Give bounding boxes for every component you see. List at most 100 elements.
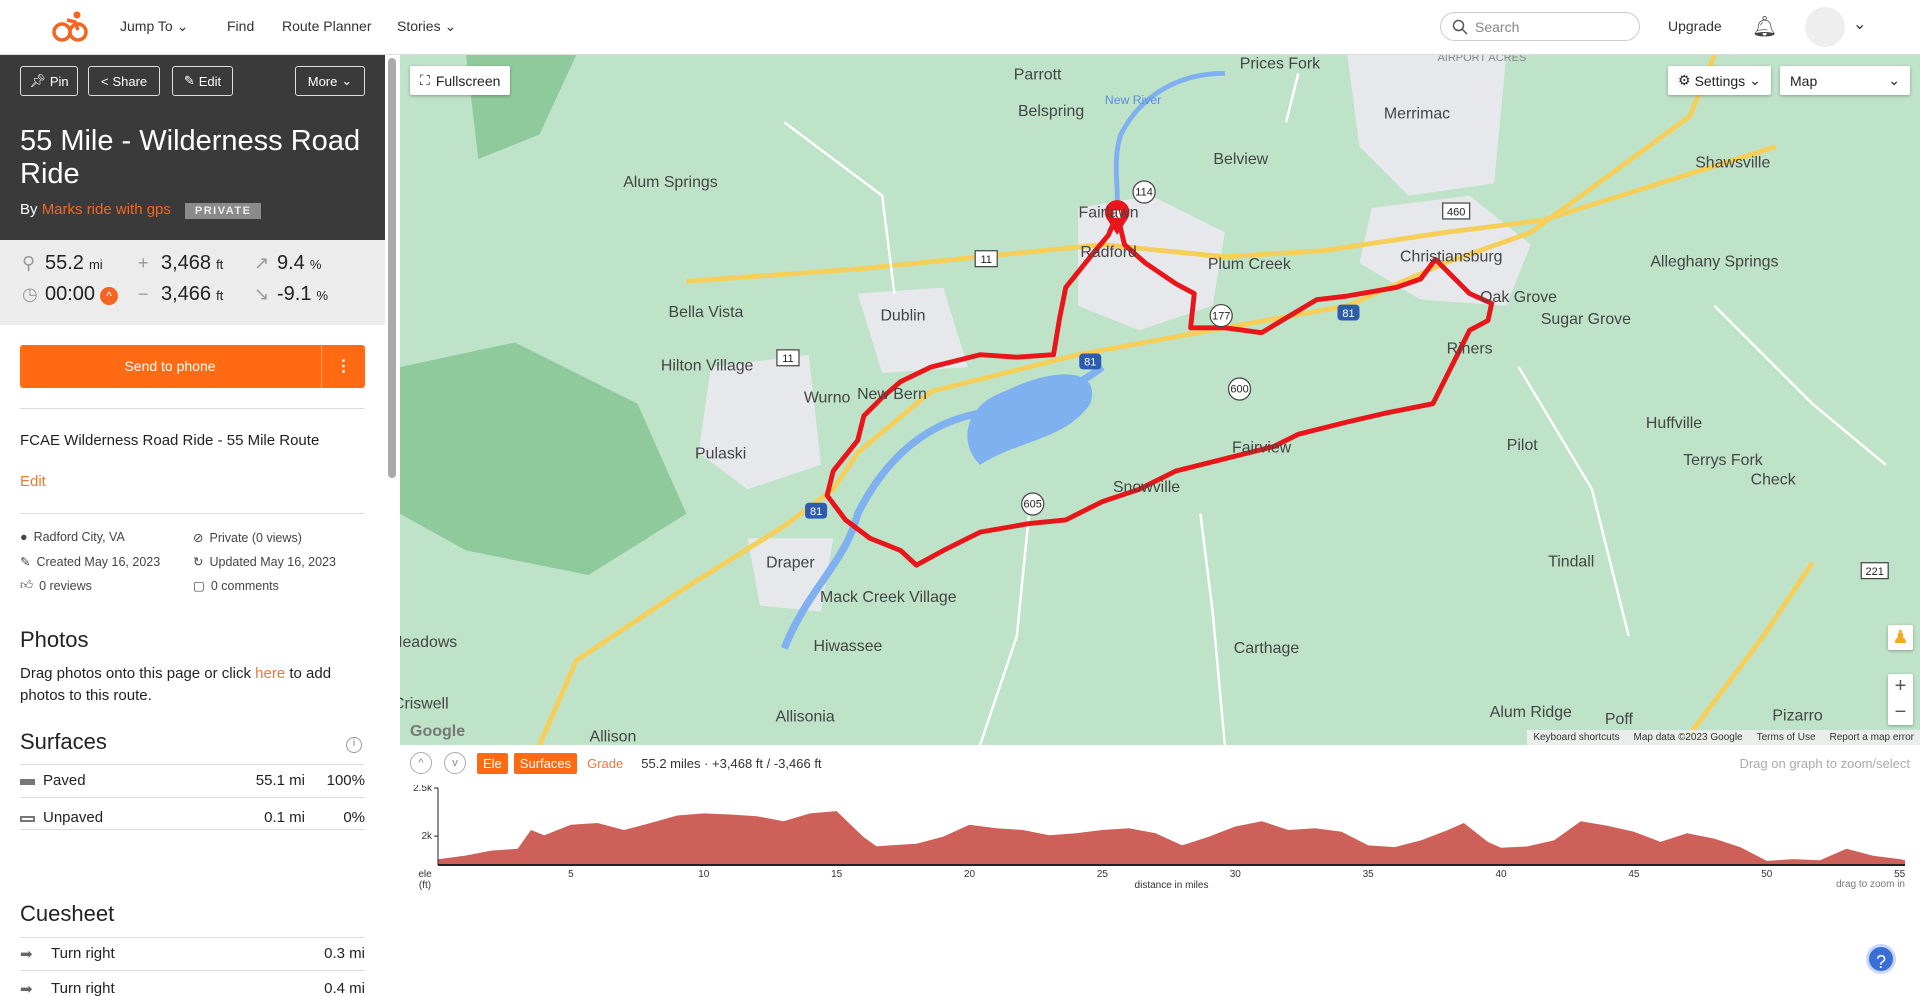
x-tick-label: 5 [568,869,574,880]
start-marker[interactable] [1104,200,1130,235]
claytor-lake [967,374,1093,465]
divider [20,829,365,830]
sidebar-scrollbar[interactable] [388,58,396,478]
add-photos-link[interactable]: here [255,665,286,682]
street-view-pegman-icon[interactable]: ♟ [1888,625,1913,650]
elevation-panel: ^ v Ele Surfaces Grade 55.2 miles · +3,46… [400,745,1920,996]
zoom-controls: + − [1888,674,1913,725]
elevation-gain-value: 3,468 [161,252,212,274]
report-error-link[interactable]: Report a map error [1829,732,1914,743]
place-label: Allison [590,728,637,745]
x-tick-label: 15 [831,869,843,880]
bell-icon[interactable]: 🔔︎ [1752,16,1778,38]
river-label: New River [1105,93,1161,107]
arrow-up-right-icon: ↗ [254,253,270,273]
distance-value: 55.2 [45,252,84,274]
nav-jump-to[interactable]: Jump To ⌄ [120,18,188,35]
cuesheet-heading: Cuesheet [20,901,115,926]
chevron-down-icon[interactable]: v [444,752,466,774]
gear-icon: ⚙ [1678,72,1691,88]
pin-button[interactable]: 📌︎ Pin [20,66,78,96]
nav-stories[interactable]: Stories ⌄ [397,18,456,35]
reviews-link[interactable]: 0 reviews [39,578,92,593]
chevron-up-icon[interactable]: ^ [410,752,432,774]
y-axis-label: ele [418,869,432,880]
place-label: Alum Ridge [1490,704,1572,721]
edit-description-link[interactable]: Edit [20,473,46,490]
text: Drag photos onto this page or click [20,665,256,682]
shield-label: 11 [782,353,793,365]
updated-text: Updated May 16, 2023 [209,554,336,569]
unit: % [316,288,329,303]
place-label: Bella Vista [669,304,744,321]
zoom-out-button[interactable]: − [1894,700,1907,723]
y-tick-label: 2.5k [413,785,433,794]
route-map[interactable]: Parrott Prices Fork Belspring Merrimac B… [400,55,1920,745]
ride-with-gps-logo[interactable] [50,10,90,44]
map-type-select[interactable]: Map ⌄ [1780,66,1910,95]
zoom-in-button[interactable]: + [1894,675,1907,698]
plus-icon: + [138,253,149,273]
surfaces-heading: Surfaces [20,729,107,754]
surface-distance: 55.1 mi [255,772,305,789]
share-button[interactable]: < Share [88,66,160,96]
comments-link[interactable]: 0 comments [210,578,279,593]
surface-row: Paved 55.1 mi 100% [20,772,365,808]
text: to add photos to this route. [20,665,332,704]
search-placeholder: Search [1475,19,1520,35]
x-tick-label: 10 [698,869,710,880]
y-tick-label: 2k [421,831,433,842]
unit: mi [88,257,103,272]
button-label: Fullscreen [435,72,501,89]
cue-distance: 0.3 mi [324,945,365,962]
tab-surfaces[interactable]: Surfaces [513,752,578,774]
divider [20,797,365,798]
route-title: 55 Mile - Wilderness Road Ride [20,125,361,190]
unit: % [309,257,322,272]
edit-button[interactable]: ✎ Edit [172,66,233,96]
location-text: Radford City, VA [33,530,125,544]
keyboard-shortcuts-link[interactable]: Keyboard shortcuts [1533,732,1620,743]
x-tick-label: 20 [964,869,976,880]
settings-button[interactable]: ⚙ Settings ⌄ [1668,66,1771,95]
search-icon [1452,19,1468,35]
search-input[interactable]: Search [1440,12,1640,41]
terms-link[interactable]: Terms of Use [1756,732,1816,743]
map-canvas[interactable]: Parrott Prices Fork Belspring Merrimac B… [400,55,1920,745]
button-label: Pin [49,73,69,89]
help-icon[interactable]: ? [1866,944,1896,974]
place-label: Pilot [1507,437,1539,454]
author-link[interactable]: Marks ride with gps [41,201,171,218]
urban-areas [698,55,1531,612]
cue-row[interactable]: ➡ Turn right 0.3 mi [20,945,365,981]
map-attribution: Keyboard shortcuts Map data ©2023 Google T… [1527,730,1920,745]
route-description: FCAE Wilderness Road Ride - 55 Mile Rout… [20,432,320,449]
chevron-down-icon[interactable]: ⌄ [1853,16,1867,33]
tab-ele[interactable]: Ele [477,752,508,774]
nav-route-planner[interactable]: Route Planner [282,18,372,34]
button-label: Settings [1694,72,1746,89]
avatar[interactable] [1805,7,1845,47]
unit: ft [216,288,224,303]
elevation-chart[interactable]: 2k 2.5k 5 10 15 20 25 30 35 40 45 50 55 ele(ft) distan… [400,785,1920,985]
top-nav: Jump To ⌄ Find Route Planner Stories ⌄ S… [0,0,1920,55]
info-icon[interactable]: i [346,737,362,753]
privacy-badge: PRIVATE [184,203,262,219]
chevron-up-icon[interactable]: ^ [100,287,119,305]
upgrade-link[interactable]: Upgrade [1668,18,1722,34]
more-button[interactable]: More ⌄ [295,66,365,96]
nav-label: Stories [397,18,441,34]
x-tick-label: 40 [1495,869,1507,880]
photos-heading: Photos [20,627,89,652]
kebab-menu-icon[interactable]: ⋮ [321,345,365,388]
button-label: Send to phone [124,358,216,374]
route-line[interactable] [824,213,1495,568]
send-to-phone-button[interactable]: Send to phone ⋮ [20,345,365,388]
arrow-down-right-icon: ↘ [254,284,270,304]
place-label: Draper [766,555,815,572]
place-label: Wurno [804,389,851,406]
tab-grade[interactable]: Grade [587,755,624,771]
cue-row[interactable]: ➡ Turn right 0.4 mi [20,980,365,996]
nav-find[interactable]: Find [227,18,255,34]
fullscreen-button[interactable]: ⛶ Fullscreen [410,66,511,95]
